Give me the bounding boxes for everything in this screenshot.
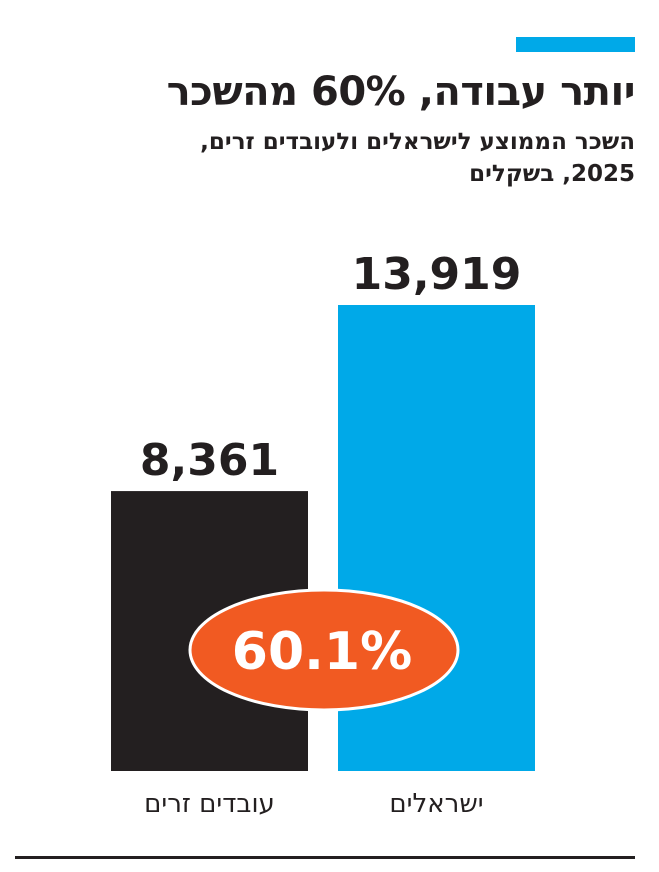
value-label-israeli: 13,919 [352, 249, 522, 300]
subtitle-line-1: השכר הממוצע לישראלים ולעובדים זרים, [200, 129, 635, 155]
ratio-badge-label: 60.1% [232, 622, 412, 682]
category-label-foreign: עובדים זרים [144, 789, 275, 819]
accent-bar [516, 37, 635, 52]
bottom-rule [15, 856, 635, 859]
ratio-badge [188, 588, 460, 712]
value-label-foreign: 8,361 [140, 435, 279, 486]
category-label-israeli: ישראלים [389, 789, 483, 819]
subtitle-line-2: 2025, בשקלים [469, 161, 635, 187]
chart-title: יותר עבודה, 60% מהשכר [166, 69, 636, 115]
chart-subtitle: השכר הממוצע לישראלים ולעובדים זרים, 2025… [15, 126, 635, 190]
